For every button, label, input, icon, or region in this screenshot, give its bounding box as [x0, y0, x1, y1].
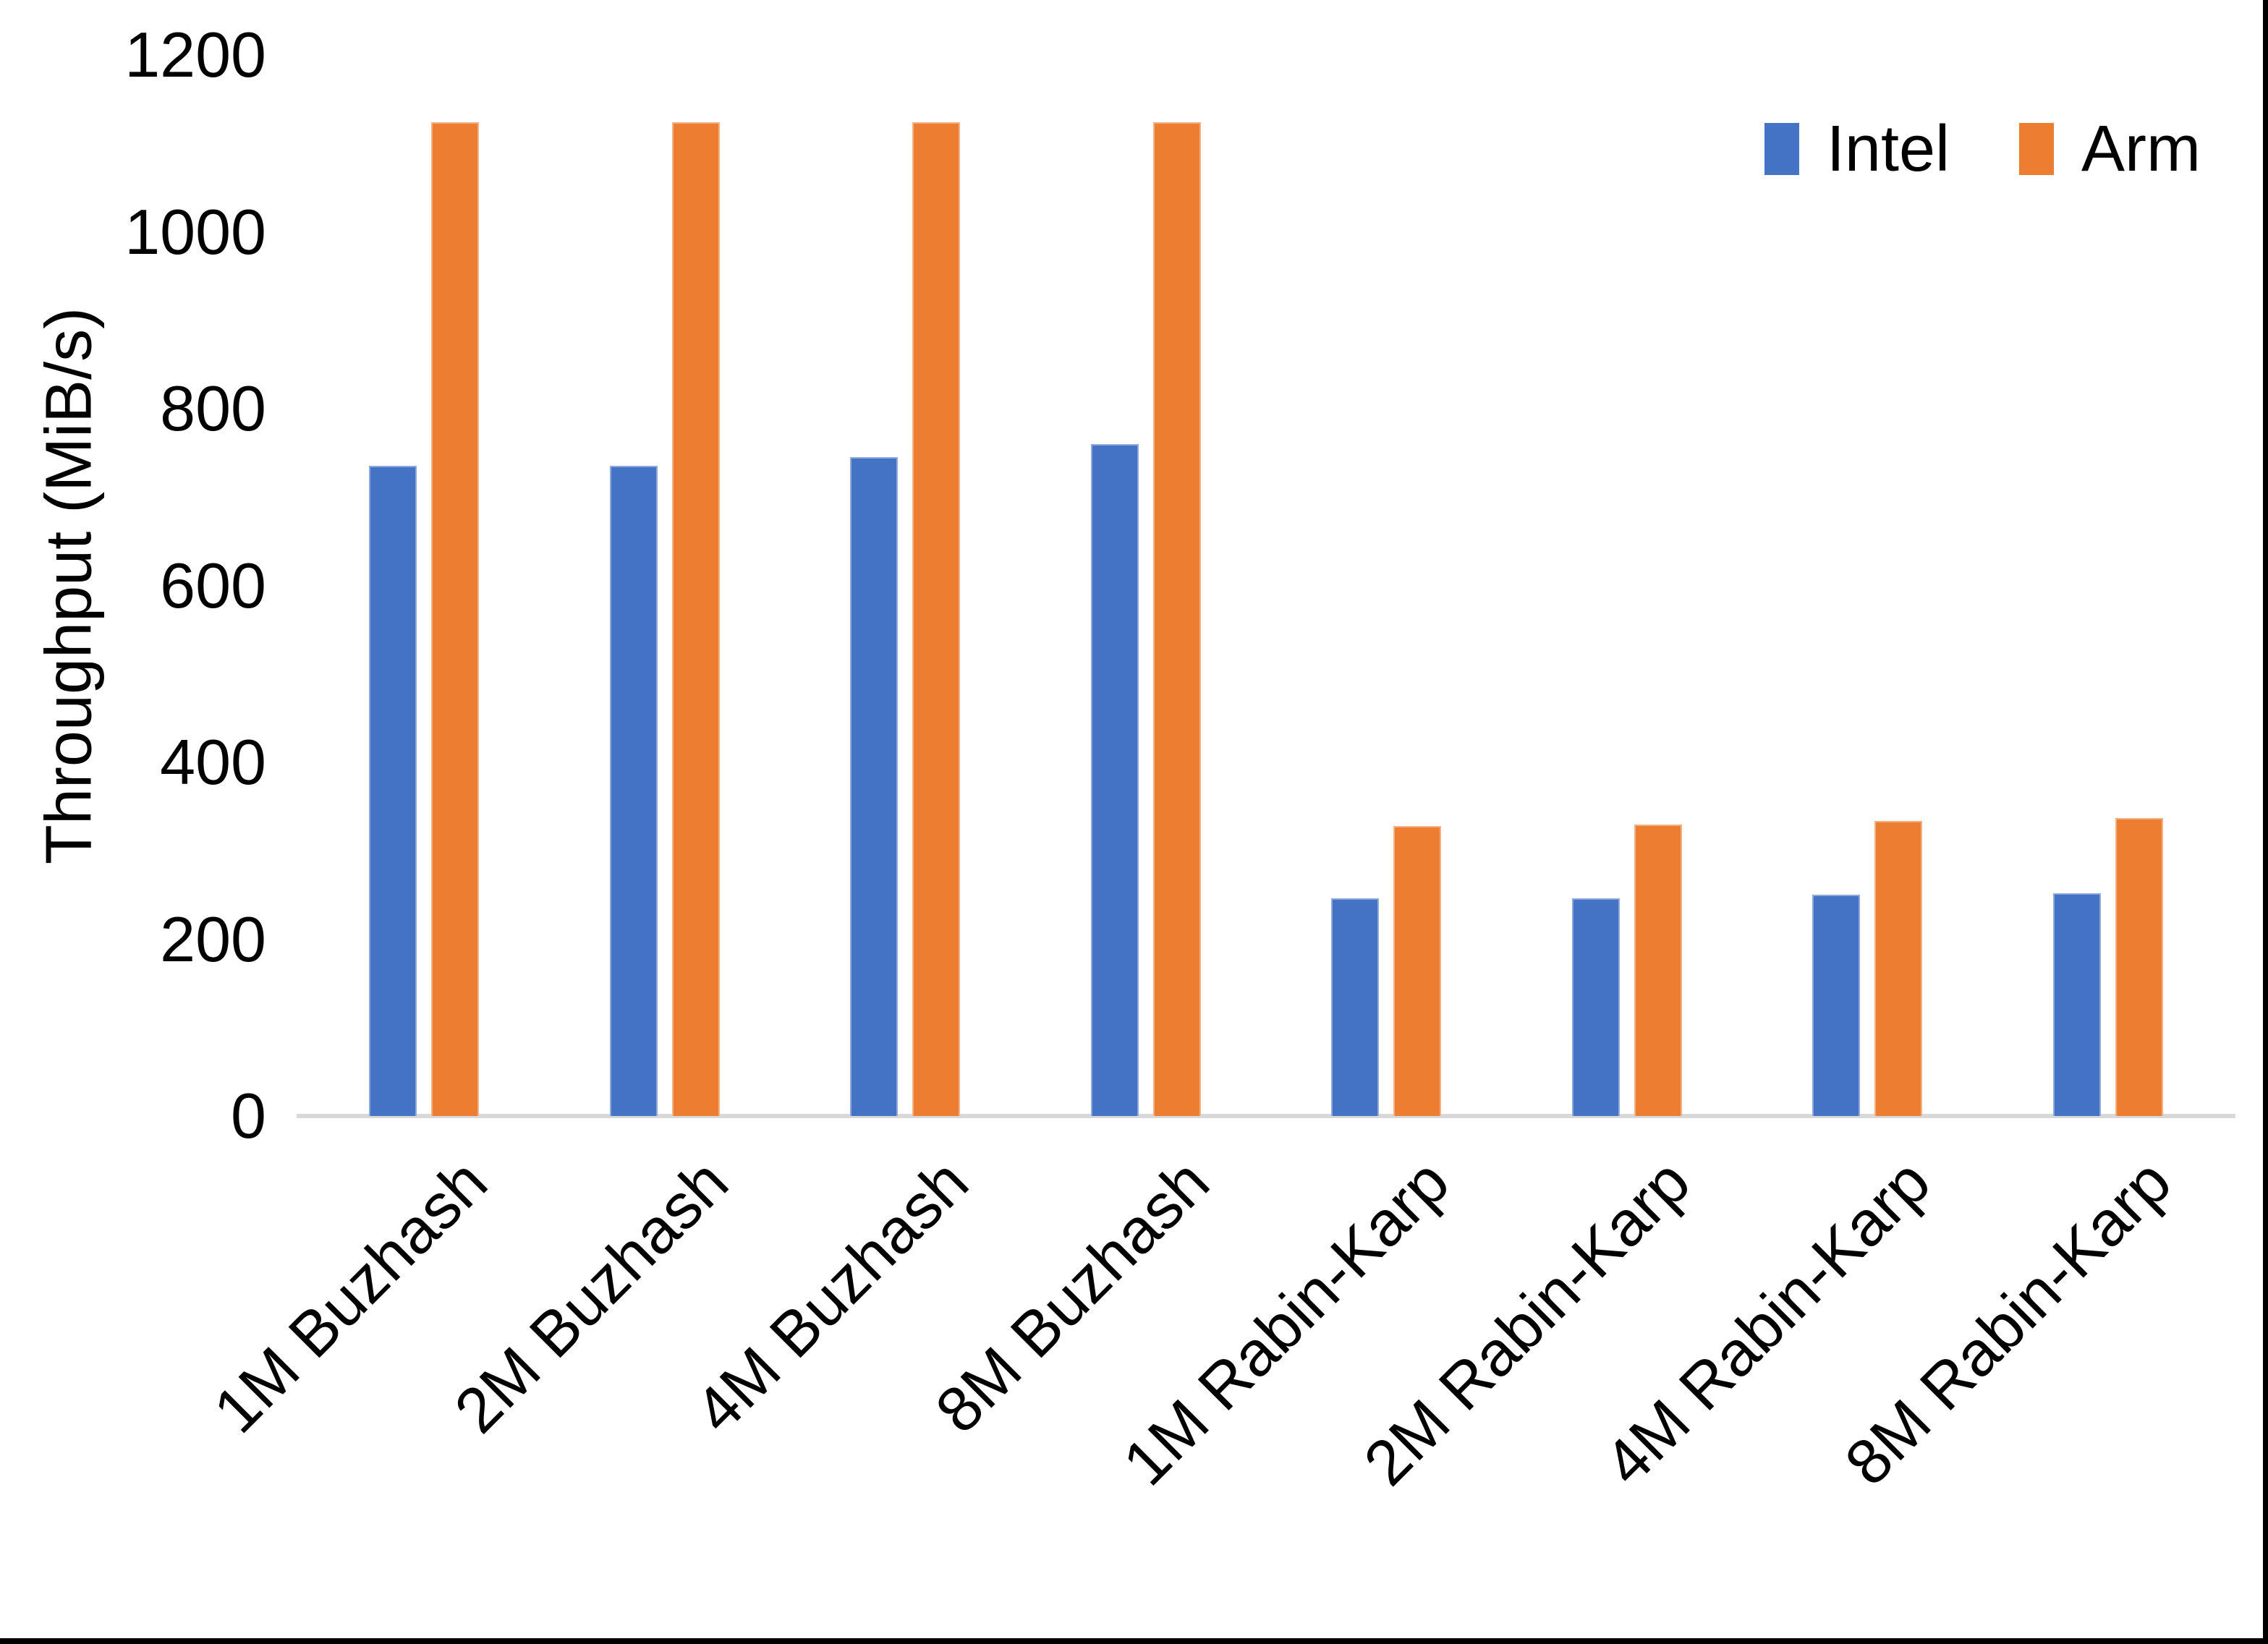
legend-item-arm: Arm: [2019, 112, 2201, 187]
y-tick-label: 1200: [124, 19, 266, 90]
legend-swatch-intel-icon: [1764, 123, 1799, 175]
bar-intel: [2052, 893, 2101, 1116]
bar-arm: [1393, 826, 1442, 1116]
page-border-bottom: [0, 1638, 2268, 1644]
legend-label-intel: Intel: [1826, 112, 1950, 185]
page-border-right: [2263, 0, 2268, 1644]
bar-intel: [1331, 898, 1380, 1116]
bar-intel: [369, 466, 417, 1116]
bar-arm: [2115, 818, 2163, 1116]
bar-group: [1026, 55, 1267, 1116]
x-axis-baseline: [297, 1114, 2235, 1118]
bar-intel: [1571, 898, 1620, 1116]
plot-area: [297, 55, 2235, 1118]
legend-swatch-arm-icon: [2019, 123, 2055, 175]
bar-intel: [609, 466, 658, 1116]
bar-arm: [1152, 122, 1201, 1116]
bar-group: [785, 55, 1026, 1116]
bar-arm: [1634, 824, 1682, 1116]
bar-arm: [1874, 820, 1923, 1116]
bar-arm: [431, 122, 480, 1116]
bar-arm: [671, 122, 720, 1116]
bar-group: [1988, 55, 2229, 1116]
y-tick-label: 1000: [124, 195, 266, 268]
y-tick-label: 400: [160, 726, 266, 798]
bar-group: [304, 55, 545, 1116]
legend: Intel Arm: [1664, 112, 2201, 187]
bar-arm: [912, 122, 961, 1116]
bar-group: [1747, 55, 1988, 1116]
bar-group: [1266, 55, 1507, 1116]
y-tick-label: 800: [160, 372, 266, 444]
y-tick-label: 200: [160, 903, 266, 975]
bar-intel: [1812, 895, 1861, 1116]
bar-intel: [850, 457, 899, 1116]
y-tick-label: 600: [160, 549, 266, 621]
legend-label-arm: Arm: [2081, 112, 2201, 185]
bar-group: [1507, 55, 1748, 1116]
bar-intel: [1090, 443, 1139, 1116]
legend-item-intel: Intel: [1764, 112, 1950, 187]
y-tick-label: 0: [231, 1080, 266, 1151]
bar-group: [545, 55, 786, 1116]
